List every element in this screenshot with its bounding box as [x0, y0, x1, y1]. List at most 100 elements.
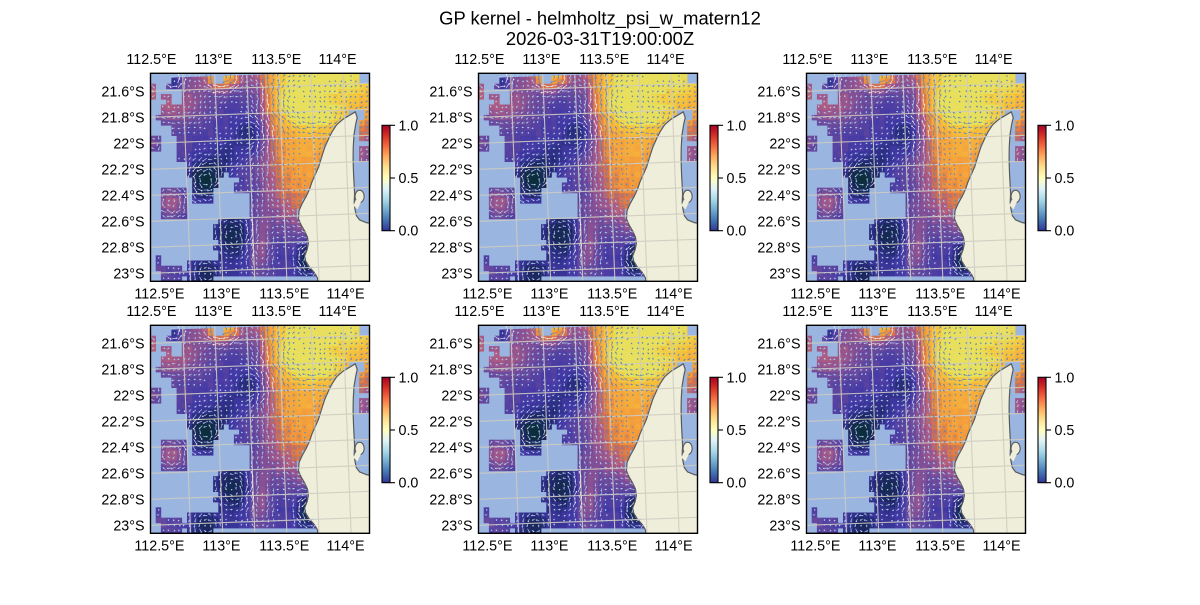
svg-text:21.8°S: 21.8°S — [101, 110, 144, 126]
svg-text:112.5°E: 112.5°E — [782, 304, 832, 320]
svg-text:113.5°E: 113.5°E — [251, 304, 301, 320]
svg-text:22.8°S: 22.8°S — [429, 240, 472, 256]
svg-text:114°E: 114°E — [974, 52, 1012, 68]
svg-text:22.2°S: 22.2°S — [429, 414, 472, 430]
svg-text:22.6°S: 22.6°S — [757, 466, 800, 482]
svg-text:21.8°S: 21.8°S — [101, 362, 144, 378]
svg-text:23°S: 23°S — [113, 266, 144, 282]
svg-text:113.5°E: 113.5°E — [907, 304, 957, 320]
svg-text:21.6°S: 21.6°S — [429, 336, 472, 352]
svg-text:1.0: 1.0 — [1055, 118, 1075, 134]
svg-text:GP kernel - helmholtz_psi_w_ma: GP kernel - helmholtz_psi_w_matern12 — [439, 8, 761, 30]
svg-text:0.5: 0.5 — [727, 171, 747, 187]
svg-text:0.5: 0.5 — [399, 171, 419, 187]
svg-text:113.5°E: 113.5°E — [587, 286, 637, 302]
svg-text:1.0: 1.0 — [1055, 370, 1075, 386]
svg-text:1.0: 1.0 — [399, 370, 419, 386]
svg-text:112.5°E: 112.5°E — [462, 538, 512, 554]
svg-text:22°S: 22°S — [113, 388, 144, 404]
svg-text:23°S: 23°S — [441, 266, 472, 282]
svg-text:22.8°S: 22.8°S — [101, 240, 144, 256]
svg-text:113.5°E: 113.5°E — [907, 52, 957, 68]
svg-text:21.8°S: 21.8°S — [757, 110, 800, 126]
svg-text:22.2°S: 22.2°S — [101, 414, 144, 430]
svg-text:22.8°S: 22.8°S — [757, 492, 800, 508]
svg-text:112.5°E: 112.5°E — [126, 52, 176, 68]
svg-text:23°S: 23°S — [769, 266, 800, 282]
svg-text:113.5°E: 113.5°E — [915, 286, 965, 302]
svg-text:0.0: 0.0 — [1055, 224, 1075, 240]
svg-text:114°E: 114°E — [654, 286, 692, 302]
svg-text:22.4°S: 22.4°S — [429, 440, 472, 456]
svg-text:112.5°E: 112.5°E — [454, 52, 504, 68]
svg-text:112.5°E: 112.5°E — [454, 304, 504, 320]
svg-text:21.6°S: 21.6°S — [429, 84, 472, 100]
svg-text:0.0: 0.0 — [399, 224, 419, 240]
svg-text:112.5°E: 112.5°E — [462, 286, 512, 302]
svg-text:112.5°E: 112.5°E — [126, 304, 176, 320]
svg-text:22.4°S: 22.4°S — [429, 188, 472, 204]
svg-text:114°E: 114°E — [974, 304, 1012, 320]
svg-text:23°S: 23°S — [769, 518, 800, 534]
svg-text:114°E: 114°E — [646, 52, 684, 68]
svg-text:113°E: 113°E — [202, 286, 240, 302]
svg-text:113.5°E: 113.5°E — [587, 538, 637, 554]
svg-text:22°S: 22°S — [441, 388, 472, 404]
svg-text:0.5: 0.5 — [1055, 423, 1075, 439]
svg-text:22.2°S: 22.2°S — [429, 162, 472, 178]
svg-text:22.8°S: 22.8°S — [101, 492, 144, 508]
svg-text:114°E: 114°E — [326, 286, 364, 302]
svg-text:22.6°S: 22.6°S — [101, 214, 144, 230]
svg-text:21.6°S: 21.6°S — [757, 84, 800, 100]
svg-text:22.8°S: 22.8°S — [429, 492, 472, 508]
svg-text:0.0: 0.0 — [1055, 476, 1075, 492]
svg-text:0.0: 0.0 — [727, 476, 747, 492]
svg-text:113°E: 113°E — [850, 52, 888, 68]
svg-text:113°E: 113°E — [858, 538, 896, 554]
svg-text:112.5°E: 112.5°E — [790, 286, 840, 302]
svg-text:21.6°S: 21.6°S — [757, 336, 800, 352]
svg-text:113°E: 113°E — [202, 538, 240, 554]
svg-text:113°E: 113°E — [850, 304, 888, 320]
svg-text:113.5°E: 113.5°E — [259, 538, 309, 554]
svg-text:22°S: 22°S — [441, 136, 472, 152]
svg-text:114°E: 114°E — [654, 538, 692, 554]
svg-text:22°S: 22°S — [769, 136, 800, 152]
svg-text:113.5°E: 113.5°E — [915, 538, 965, 554]
svg-text:22.6°S: 22.6°S — [429, 214, 472, 230]
svg-text:22°S: 22°S — [113, 136, 144, 152]
svg-text:113.5°E: 113.5°E — [579, 52, 629, 68]
svg-text:22.6°S: 22.6°S — [429, 466, 472, 482]
svg-text:114°E: 114°E — [318, 304, 356, 320]
svg-text:0.5: 0.5 — [1055, 171, 1075, 187]
svg-text:22.2°S: 22.2°S — [757, 414, 800, 430]
svg-text:22.6°S: 22.6°S — [757, 214, 800, 230]
svg-text:0.5: 0.5 — [399, 423, 419, 439]
svg-text:113°E: 113°E — [194, 52, 232, 68]
svg-text:22.2°S: 22.2°S — [757, 162, 800, 178]
svg-text:21.6°S: 21.6°S — [101, 84, 144, 100]
svg-text:0.0: 0.0 — [399, 476, 419, 492]
svg-text:114°E: 114°E — [982, 286, 1020, 302]
svg-text:113°E: 113°E — [522, 304, 560, 320]
svg-text:21.6°S: 21.6°S — [101, 336, 144, 352]
svg-text:22.4°S: 22.4°S — [101, 440, 144, 456]
svg-text:22.2°S: 22.2°S — [101, 162, 144, 178]
svg-text:21.8°S: 21.8°S — [429, 362, 472, 378]
svg-text:114°E: 114°E — [646, 304, 684, 320]
svg-text:22.8°S: 22.8°S — [757, 240, 800, 256]
svg-text:114°E: 114°E — [326, 538, 364, 554]
svg-text:113°E: 113°E — [522, 52, 560, 68]
svg-text:1.0: 1.0 — [727, 370, 747, 386]
svg-text:0.5: 0.5 — [727, 423, 747, 439]
svg-text:112.5°E: 112.5°E — [134, 538, 184, 554]
svg-text:112.5°E: 112.5°E — [790, 538, 840, 554]
svg-text:114°E: 114°E — [318, 52, 356, 68]
svg-text:113.5°E: 113.5°E — [259, 286, 309, 302]
svg-text:114°E: 114°E — [982, 538, 1020, 554]
svg-text:21.8°S: 21.8°S — [429, 110, 472, 126]
svg-text:21.8°S: 21.8°S — [757, 362, 800, 378]
svg-text:113.5°E: 113.5°E — [251, 52, 301, 68]
svg-text:22°S: 22°S — [769, 388, 800, 404]
svg-text:22.4°S: 22.4°S — [757, 188, 800, 204]
